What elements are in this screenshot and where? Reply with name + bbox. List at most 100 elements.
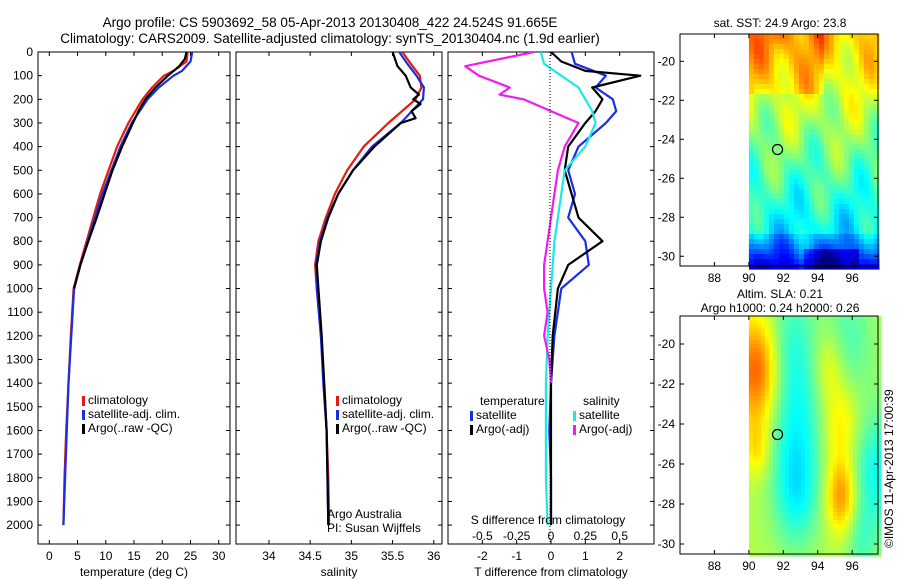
map-cell	[844, 520, 850, 525]
map-cell	[852, 532, 858, 537]
map-cell	[832, 344, 838, 349]
map-cell	[780, 396, 786, 401]
map-cell	[832, 516, 838, 521]
map-cell	[776, 452, 782, 457]
map-cell	[824, 320, 830, 325]
map-cell	[808, 144, 815, 150]
map-cell	[803, 104, 810, 110]
map-cell	[818, 149, 825, 155]
map-cell	[752, 332, 758, 337]
map-cell	[818, 69, 825, 75]
map-cell	[808, 524, 814, 529]
map-cell	[800, 384, 806, 389]
map-cell	[788, 464, 794, 469]
map-cell	[876, 500, 882, 505]
map-cell	[784, 492, 790, 497]
map-cell	[783, 194, 790, 200]
map-cell	[828, 372, 834, 377]
map-cell	[753, 134, 760, 140]
map-cell	[823, 139, 830, 145]
map-cell	[848, 144, 855, 150]
map-cell	[820, 432, 826, 437]
map-cell	[824, 380, 830, 385]
map-cell	[863, 149, 870, 155]
map-cell	[793, 139, 800, 145]
map-cell	[764, 404, 770, 409]
map-cell	[804, 436, 810, 441]
map-cell	[848, 516, 854, 521]
map-cell	[764, 352, 770, 357]
map-cell	[748, 184, 755, 190]
map-cell	[784, 324, 790, 329]
map-cell	[876, 400, 882, 405]
map-cell	[873, 99, 880, 105]
map-cell	[832, 420, 838, 425]
map-cell	[818, 184, 825, 190]
map-cell	[752, 452, 758, 457]
map-cell	[848, 528, 854, 533]
map-cell	[748, 204, 755, 210]
map-cell	[813, 109, 820, 115]
map-cell	[848, 448, 854, 453]
map-cell	[796, 472, 802, 477]
map-cell	[763, 94, 770, 100]
map-cell	[768, 124, 775, 130]
map-cell	[780, 532, 786, 537]
map-cell	[833, 244, 840, 250]
map-cell	[868, 224, 875, 230]
map-cell	[872, 404, 878, 409]
map-cell	[772, 460, 778, 465]
map-cell	[792, 320, 798, 325]
map-cell	[796, 412, 802, 417]
map-xtick-label: 90	[742, 271, 756, 285]
map-cell	[840, 532, 846, 537]
map-cell	[798, 219, 805, 225]
map-cell	[804, 544, 810, 549]
map-cell	[783, 59, 790, 65]
map-cell	[778, 84, 785, 90]
map-cell	[844, 432, 850, 437]
map-cell	[756, 376, 762, 381]
map-cell	[856, 524, 862, 529]
map-cell	[793, 74, 800, 80]
salinity-xtick-label: 35.5	[381, 549, 405, 563]
map-cell	[844, 500, 850, 505]
map-cell	[780, 416, 786, 421]
map-cell	[748, 234, 755, 240]
map-cell	[768, 424, 774, 429]
map-cell	[828, 316, 834, 321]
map-cell	[828, 440, 834, 445]
map-cell	[760, 320, 766, 325]
map-cell	[813, 99, 820, 105]
map-cell	[800, 348, 806, 353]
map-cell	[808, 456, 814, 461]
map-cell	[864, 512, 870, 517]
map-cell	[856, 352, 862, 357]
map-cell	[820, 468, 826, 473]
map-cell	[778, 214, 785, 220]
map-cell	[772, 464, 778, 469]
map-cell	[808, 336, 814, 341]
map-cell	[858, 79, 865, 85]
map-cell	[813, 164, 820, 170]
map-cell	[816, 368, 822, 373]
map-cell	[820, 328, 826, 333]
map-cell	[856, 480, 862, 485]
map-cell	[860, 396, 866, 401]
map-cell	[748, 472, 754, 477]
map-cell	[763, 104, 770, 110]
map-cell	[784, 388, 790, 393]
map-cell	[772, 440, 778, 445]
map-cell	[818, 129, 825, 135]
map-cell	[836, 524, 842, 529]
map-cell	[840, 436, 846, 441]
map-cell	[804, 408, 810, 413]
map-cell	[788, 448, 794, 453]
map-cell	[840, 520, 846, 525]
map-cell	[840, 332, 846, 337]
map-cell	[816, 488, 822, 493]
map-cell	[832, 380, 838, 385]
map-cell	[860, 456, 866, 461]
map-cell	[873, 204, 880, 210]
map-cell	[804, 348, 810, 353]
